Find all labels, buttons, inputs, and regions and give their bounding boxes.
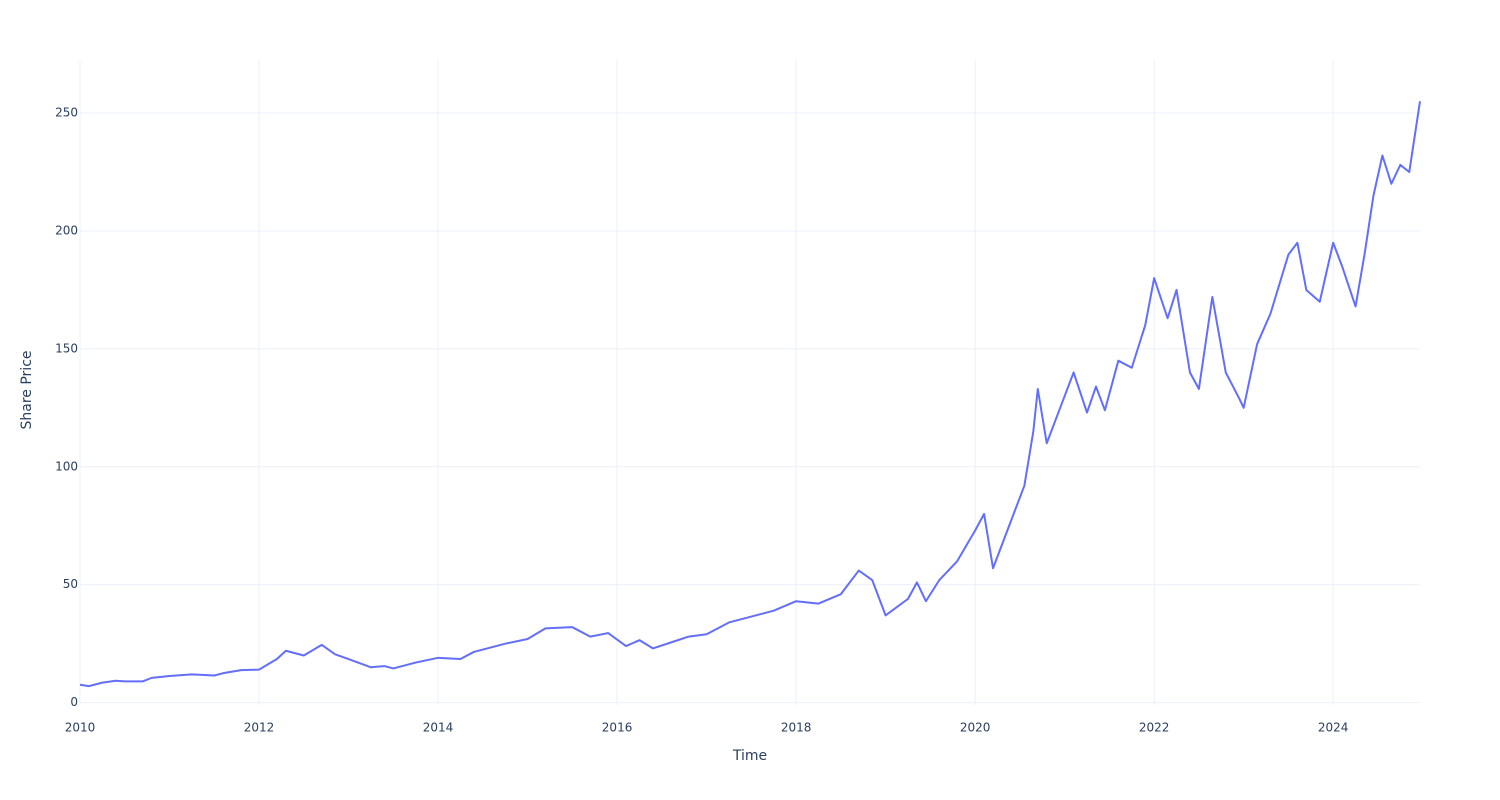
x-tick-label: 2012 xyxy=(244,721,275,735)
y-tick-label: 100 xyxy=(55,459,78,473)
x-tick-label: 2018 xyxy=(781,721,812,735)
y-tick-label: 250 xyxy=(55,106,78,120)
x-tick-label: 2022 xyxy=(1139,721,1170,735)
x-tick-label: 2016 xyxy=(602,721,633,735)
x-axis-title: Time xyxy=(732,748,767,764)
x-tick-label: 2020 xyxy=(960,721,991,735)
y-tick-label: 150 xyxy=(55,341,78,355)
x-tick-label: 2014 xyxy=(423,721,454,735)
x-tick-label: 2024 xyxy=(1318,721,1349,735)
y-axis-title: Share Price xyxy=(19,350,35,429)
price-line xyxy=(79,101,1421,688)
y-tick-label: 0 xyxy=(70,695,78,709)
x-tick-label: 2010 xyxy=(65,721,96,735)
y-tick-label: 200 xyxy=(55,223,78,237)
y-tick-label: 50 xyxy=(63,577,78,591)
